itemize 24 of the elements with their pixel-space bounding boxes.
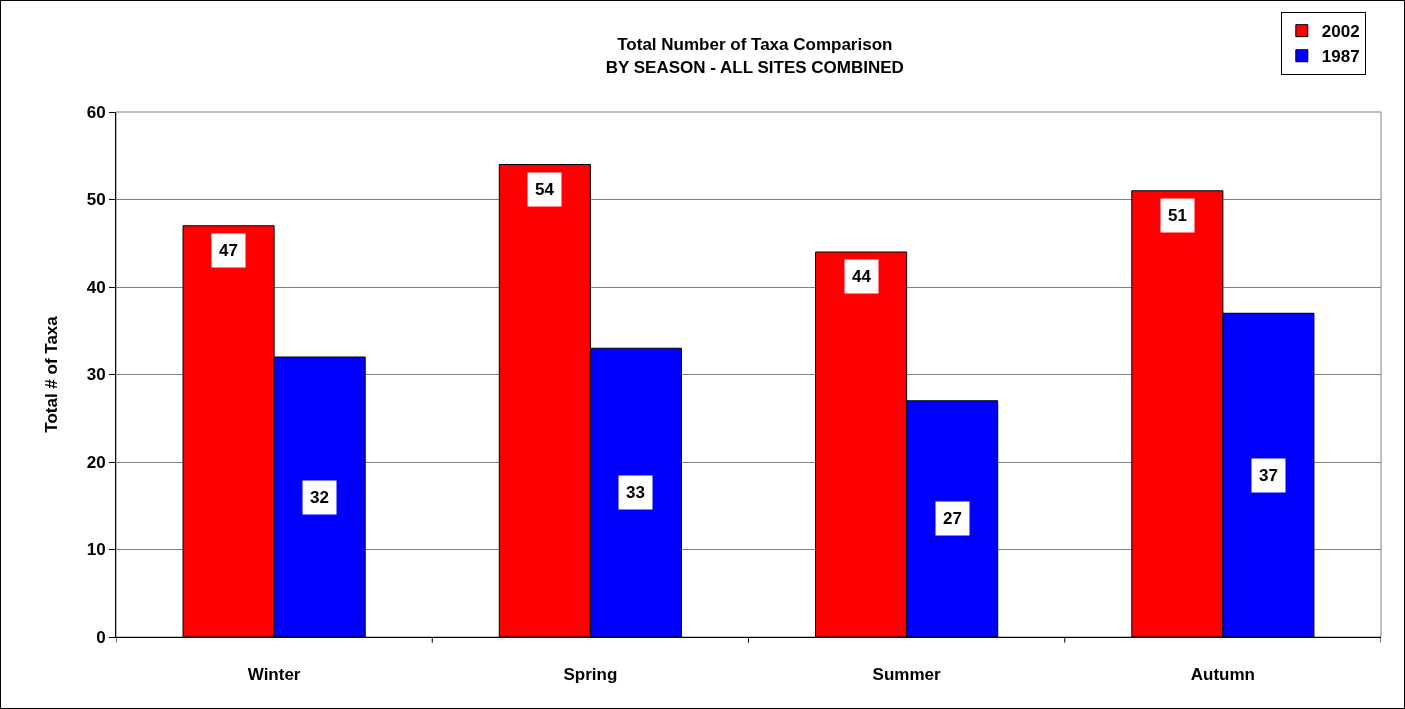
y-tick-label: 20 — [86, 452, 106, 472]
x-tick-label: Autumn — [1190, 665, 1255, 685]
legend-label: 1987 — [1321, 47, 1360, 67]
data-label: 37 — [1259, 466, 1278, 485]
y-tick-label: 50 — [86, 190, 106, 210]
data-label: 27 — [943, 509, 962, 528]
y-tick-label: 60 — [86, 102, 106, 122]
y-tick-label: 30 — [86, 365, 106, 385]
y-tick-label: 40 — [86, 277, 106, 297]
chart-title: Total Number of Taxa Comparison — [617, 35, 893, 55]
data-label: 44 — [852, 267, 872, 286]
data-label: 47 — [219, 241, 238, 260]
y-tick-label: 0 — [96, 627, 106, 647]
data-label: 51 — [1168, 206, 1187, 225]
y-axis-title: Total # of Taxa — [42, 315, 62, 433]
data-label: 54 — [535, 180, 555, 199]
x-tick-label: Spring — [563, 665, 618, 685]
legend-label: 2002 — [1321, 22, 1360, 42]
data-label: 33 — [626, 483, 645, 502]
chart-subtitle: BY SEASON - ALL SITES COMBINED — [605, 57, 904, 77]
x-tick-label: Summer — [872, 665, 942, 685]
x-tick-label: Winter — [247, 665, 301, 685]
data-label: 32 — [310, 488, 329, 507]
y-tick-label: 10 — [86, 540, 106, 560]
